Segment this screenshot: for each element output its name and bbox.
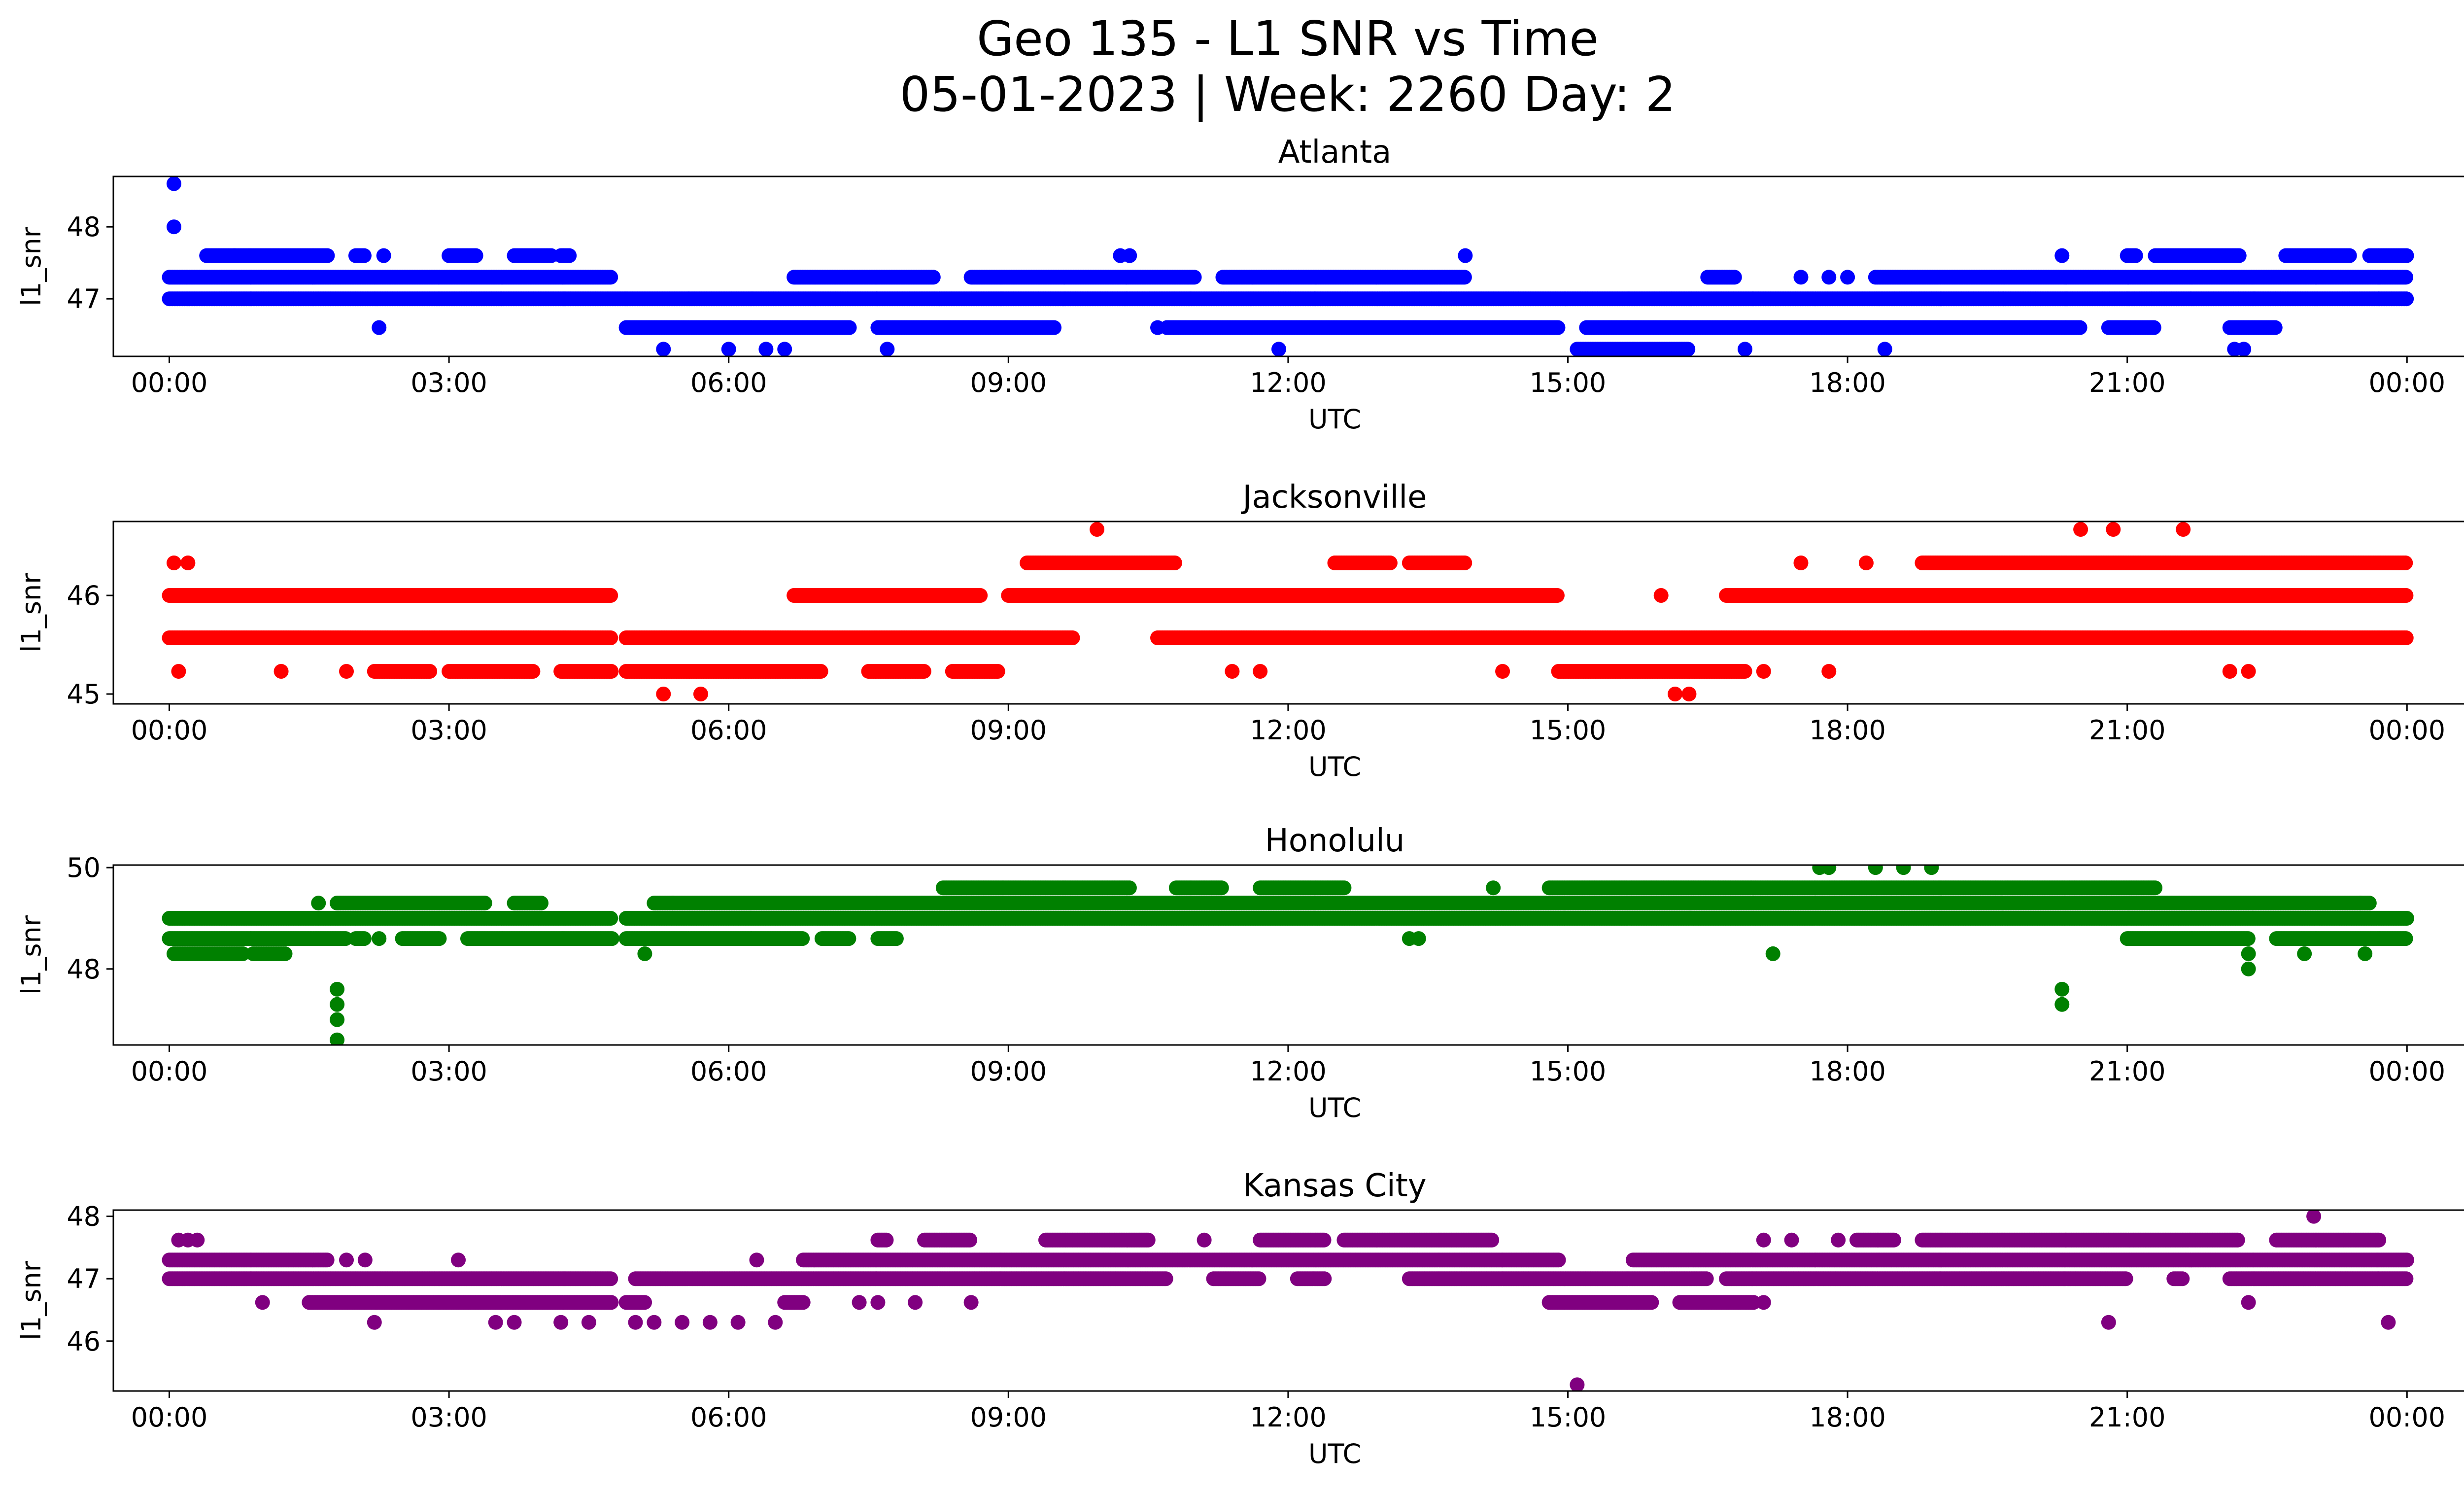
data-point [1271, 342, 1286, 356]
data-point [2398, 270, 2414, 285]
data-point [166, 219, 181, 235]
data-point [2146, 320, 2161, 335]
data-point [320, 248, 335, 263]
figure-title-line1: Geo 135 - L1 SNR vs Time [977, 11, 1599, 67]
data-point [2236, 342, 2252, 356]
data-point [1793, 270, 1809, 285]
y-tick-label: 47 [67, 283, 101, 314]
data-point [376, 248, 391, 263]
data-point [2399, 291, 2414, 307]
x-tick-label: 06:00 [690, 367, 767, 398]
data-point [1047, 320, 1062, 335]
data-point [2399, 248, 2414, 263]
data-point [656, 342, 671, 356]
data-point [2267, 320, 2283, 335]
data-point [166, 176, 181, 191]
data-point [1680, 342, 1696, 356]
y-axis-label: l1_snr [16, 226, 47, 306]
data-point [758, 342, 774, 356]
data-point [2398, 588, 2414, 603]
data-point [777, 342, 792, 356]
data-point [1625, 342, 1641, 356]
x-axis-label: UTC [1308, 404, 1361, 435]
data-point [468, 248, 483, 263]
data-point [356, 248, 372, 263]
data-point [1549, 588, 1565, 603]
data-point [880, 342, 895, 356]
data-point [2054, 248, 2070, 263]
x-tick-label: 00:00 [131, 367, 208, 398]
data-point [721, 342, 736, 356]
scatter-series [162, 522, 2414, 701]
x-tick-label: 12:00 [1250, 367, 1327, 398]
data-point [842, 320, 857, 335]
data-point [1187, 270, 1202, 285]
data-point [2231, 248, 2247, 263]
data-point [2128, 248, 2143, 263]
data-point [372, 320, 387, 335]
data-point [227, 248, 242, 263]
data-point [1840, 270, 1855, 285]
data-point [1457, 270, 1472, 285]
data-point [1150, 320, 1165, 335]
x-tick-label: 15:00 [1530, 367, 1607, 398]
data-point [925, 270, 941, 285]
data-point [2072, 320, 2088, 335]
data-point [1877, 342, 1892, 356]
data-point [1458, 248, 1473, 263]
panel-title: Jacksonville [1241, 479, 1427, 516]
data-point [1821, 270, 1837, 285]
y-tick-label: 48 [67, 211, 101, 243]
x-tick-label: 21:00 [2089, 367, 2166, 398]
panel-title: Atlanta [1278, 134, 1392, 171]
data-point [1122, 248, 1137, 263]
data-point [562, 248, 577, 263]
data-point [603, 630, 618, 645]
data-point [603, 588, 618, 603]
x-tick-label: 03:00 [411, 367, 487, 398]
data-point [973, 588, 988, 603]
x-tick-label: 09:00 [970, 367, 1047, 398]
axes-frame [112, 175, 2464, 357]
subplot-atlanta: Atlanta 00:00 03:00 06:00 09:00 12:00 15:00 18:… [16, 134, 2464, 435]
scatter-series [162, 176, 2414, 356]
data-point [1727, 270, 1742, 285]
figure-title-line2: 05-01-2023 | Week: 2260 Day: 2 [899, 67, 1676, 122]
data-point [2342, 248, 2357, 263]
data-point [603, 270, 618, 285]
x-tick-label: 18:00 [1809, 367, 1886, 398]
x-tick-label: 00:00 [2368, 367, 2445, 398]
data-point [1550, 320, 1566, 335]
data-point [1737, 342, 1752, 356]
